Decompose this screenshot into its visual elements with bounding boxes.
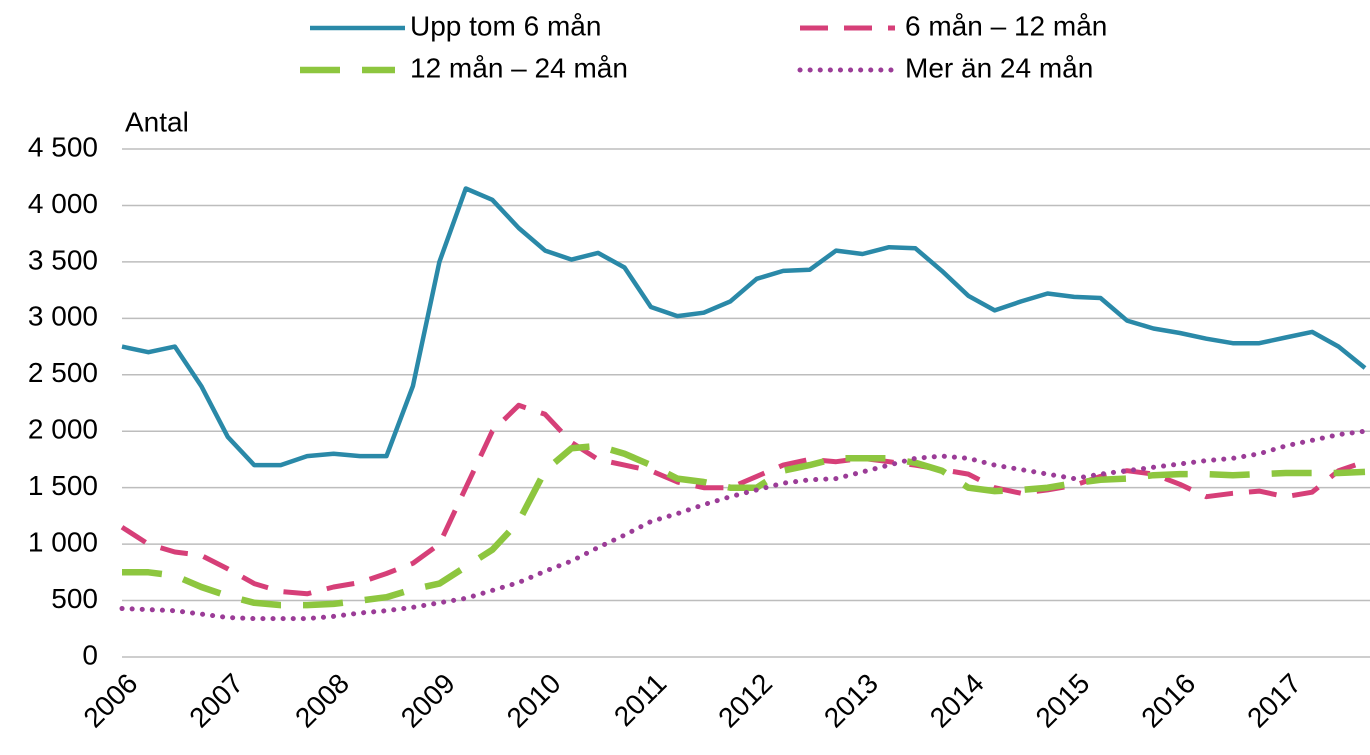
x-tick-label: 2013 (818, 668, 884, 734)
x-tick-label: 2009 (395, 668, 461, 734)
series-line (121, 186, 1367, 468)
series-line (122, 442, 1366, 609)
y-tick-label: 500 (51, 583, 98, 614)
series-line (119, 428, 1368, 622)
legend-label: 12 mån – 24 mån (410, 52, 628, 83)
y-tick-label: 1 000 (28, 527, 98, 558)
x-tick-label: 2017 (1241, 668, 1307, 734)
y-tick-label: 1 500 (28, 470, 98, 501)
y-tick-label: 2 000 (28, 414, 98, 445)
y-tick-label: 3 000 (28, 301, 98, 332)
x-tick-label: 2008 (289, 668, 355, 734)
y-tick-label: 3 500 (28, 244, 98, 275)
y-tick-label: 4 000 (28, 188, 98, 219)
y-tick-label: 2 500 (28, 357, 98, 388)
y-tick-label: 0 (82, 639, 98, 670)
x-tick-label: 2012 (712, 668, 778, 734)
legend-label: Mer än 24 mån (905, 52, 1093, 83)
series-line (120, 402, 1366, 597)
y-axis-label: Antal (125, 106, 189, 137)
x-tick-label: 2007 (183, 668, 249, 734)
x-tick-label: 2014 (924, 668, 990, 734)
x-tick-label: 2015 (1030, 668, 1096, 734)
x-tick-label: 2006 (77, 668, 143, 734)
x-tick-label: 2011 (608, 668, 673, 733)
legend-label: 6 mån – 12 mån (905, 10, 1107, 41)
legend-label: Upp tom 6 mån (410, 10, 601, 41)
x-tick-label: 2016 (1135, 668, 1201, 734)
y-tick-label: 4 500 (28, 131, 98, 162)
x-tick-label: 2010 (501, 668, 567, 734)
